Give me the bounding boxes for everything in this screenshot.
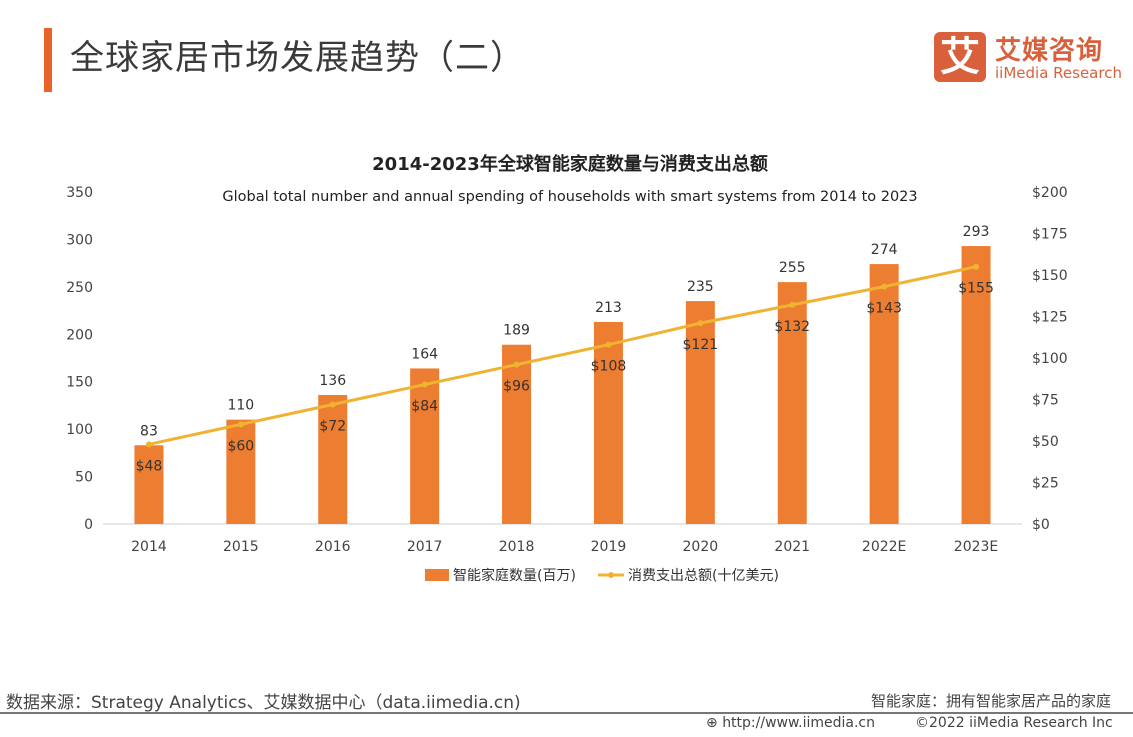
- logo-cn: 艾媒咨询: [995, 36, 1104, 66]
- line-point: [237, 421, 244, 428]
- copyright: ©2022 iiMedia Research Inc: [915, 715, 1113, 731]
- legend-line-label: 消费支出总额(十亿美元): [628, 568, 779, 584]
- left-tick-label: 100: [66, 422, 93, 438]
- title-accent-bar: [44, 28, 52, 92]
- left-tick-label: 50: [75, 470, 93, 486]
- url-text: http://www.iimedia.cn: [722, 715, 875, 731]
- bar-data-label: 189: [503, 323, 530, 339]
- x-tick-label: 2017: [407, 539, 443, 555]
- right-tick-label: $200: [1032, 185, 1068, 201]
- bar: [593, 321, 623, 524]
- chart: 2014-2023年全球智能家庭数量与消费支出总额 Global total nu…: [66, 153, 1068, 584]
- line-point: [697, 320, 704, 327]
- chart-title: 2014-2023年全球智能家庭数量与消费支出总额: [372, 153, 768, 175]
- bar: [777, 282, 807, 524]
- line-data-label: $60: [227, 438, 254, 454]
- x-tick-label: 2014: [131, 539, 167, 555]
- logo-mark: 艾: [934, 32, 986, 82]
- legend-bar-label: 智能家庭数量(百万): [453, 567, 576, 584]
- globe-icon: ⊕: [706, 715, 718, 731]
- right-tick-label: $150: [1032, 268, 1068, 284]
- line-point: [421, 381, 428, 388]
- bar-data-label: 235: [687, 279, 714, 295]
- legend-line-marker: [608, 572, 614, 578]
- line-data-label: $48: [136, 458, 163, 474]
- footnote: 智能家庭：拥有智能家居产品的家庭: [870, 692, 1111, 710]
- line-data-label: $72: [319, 418, 346, 434]
- bar-data-label: 110: [227, 398, 254, 414]
- bar: [226, 419, 256, 524]
- right-tick-label: $0: [1032, 517, 1050, 533]
- line-point: [973, 263, 980, 270]
- line-data-label: $108: [591, 359, 627, 375]
- left-tick-label: 250: [66, 280, 93, 296]
- left-tick-label: 200: [66, 327, 93, 343]
- bar-data-label: 213: [595, 300, 622, 316]
- logo-en: iiMedia Research: [995, 64, 1122, 82]
- right-tick-label: $75: [1032, 393, 1059, 409]
- bar-data-label: 136: [319, 373, 346, 389]
- bar: [318, 394, 348, 524]
- line-data-label: $96: [503, 379, 530, 395]
- bar: [685, 301, 715, 524]
- right-tick-label: $50: [1032, 434, 1059, 450]
- bar: [869, 264, 899, 524]
- x-tick-label: 2015: [223, 539, 259, 555]
- bar-data-label: 293: [963, 224, 990, 240]
- legend-bar-swatch: [425, 569, 449, 581]
- page-title: 全球家居市场发展趋势（二）: [70, 38, 525, 78]
- bar-data-label: 83: [140, 423, 158, 439]
- bar: [961, 246, 991, 524]
- line-series: [148, 265, 977, 446]
- line-point: [513, 361, 520, 368]
- right-tick-label: $125: [1032, 310, 1068, 326]
- x-tick-label: 2020: [683, 539, 719, 555]
- x-tick-label: 2022E: [862, 539, 906, 555]
- line-point: [881, 283, 888, 290]
- left-tick-label: 350: [66, 185, 93, 201]
- line-data-label: $155: [958, 281, 994, 297]
- chart-subtitle: Global total number and annual spending …: [222, 189, 917, 205]
- x-tick-label: 2019: [591, 539, 627, 555]
- bar-data-label: 274: [871, 242, 898, 258]
- left-tick-label: 300: [66, 232, 93, 248]
- line-point: [789, 301, 796, 308]
- line-data-label: $143: [866, 301, 902, 317]
- data-source: 数据来源：Strategy Analytics、艾媒数据中心（data.iime…: [6, 693, 521, 713]
- x-tick-label: 2023E: [954, 539, 998, 555]
- line-point: [329, 401, 336, 408]
- website-link[interactable]: ⊕ http://www.iimedia.cn: [706, 715, 875, 731]
- right-tick-label: $25: [1032, 476, 1059, 492]
- line-point: [605, 341, 612, 348]
- x-tick-label: 2018: [499, 539, 535, 555]
- bar: [134, 445, 164, 524]
- bar-data-label: 164: [411, 346, 438, 362]
- bar: [502, 344, 532, 524]
- line-point: [145, 441, 152, 448]
- right-tick-label: $175: [1032, 227, 1068, 243]
- line-data-label: $84: [411, 399, 438, 415]
- right-tick-label: $100: [1032, 351, 1068, 367]
- line-data-label: $121: [683, 337, 719, 353]
- left-tick-label: 0: [84, 517, 93, 533]
- footer-divider: [0, 712, 1133, 714]
- bar-data-label: 255: [779, 260, 806, 276]
- line-data-label: $132: [774, 319, 810, 335]
- left-tick-label: 150: [66, 375, 93, 391]
- x-tick-label: 2016: [315, 539, 351, 555]
- bar: [410, 368, 440, 524]
- x-tick-label: 2021: [774, 539, 810, 555]
